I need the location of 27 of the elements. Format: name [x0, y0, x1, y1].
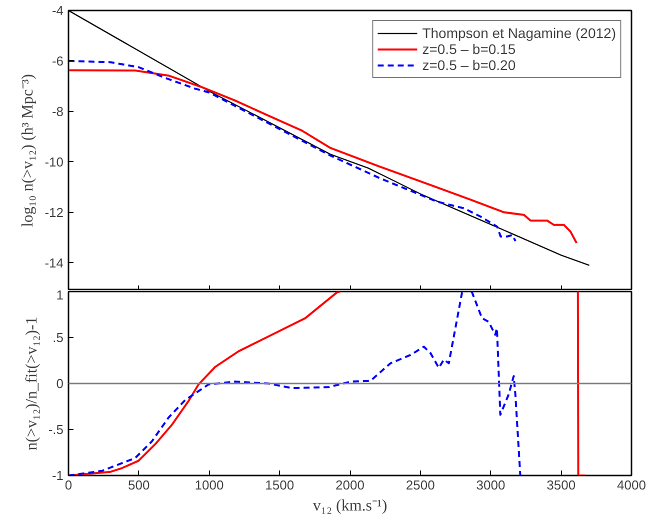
y-tick-label: .5 — [52, 330, 64, 345]
y-axis-title: n(>v₁₂)/n_fit(>v₁₂)-1 — [23, 316, 40, 450]
y-tick-label: -8 — [52, 104, 64, 119]
y-tick-label: -4 — [52, 3, 64, 18]
x-tick-label: 1000 — [194, 478, 224, 492]
x-tick-label: 500 — [128, 478, 150, 492]
y-tick-label: -6 — [52, 53, 64, 68]
line-series — [68, 69, 578, 244]
legend-label: Thompson et Nagamine (2012) — [422, 25, 616, 41]
y-axis-title: log₁₀ n(>v₁₂) (h³ Mpc⁻³) — [20, 74, 37, 228]
y-tick-label: -12 — [44, 204, 64, 220]
y-tick-label: 0 — [56, 376, 64, 391]
legend-label: z=0.5 – b=0.20 — [422, 57, 516, 73]
y-tick-label: -14 — [44, 255, 64, 270]
legend-label: z=0.5 – b=0.15 — [422, 41, 516, 57]
y-tick-label: -10 — [44, 154, 64, 170]
x-tick-label: 1500 — [265, 478, 294, 492]
y-tick-label: -1 — [52, 468, 64, 483]
y-tick-label: 1 — [56, 288, 64, 302]
line-series — [68, 60, 517, 242]
x-tick-label: 3000 — [476, 478, 506, 492]
x-axis-title: v₁₂ (km.s⁻¹) — [312, 498, 388, 514]
x-tick-label: 2000 — [336, 478, 364, 492]
x-tick-label: 4000 — [617, 478, 646, 492]
x-tick-label: 3500 — [546, 478, 576, 492]
y-tick-label: -.5 — [48, 422, 64, 437]
x-tick-label: 2500 — [406, 478, 435, 492]
